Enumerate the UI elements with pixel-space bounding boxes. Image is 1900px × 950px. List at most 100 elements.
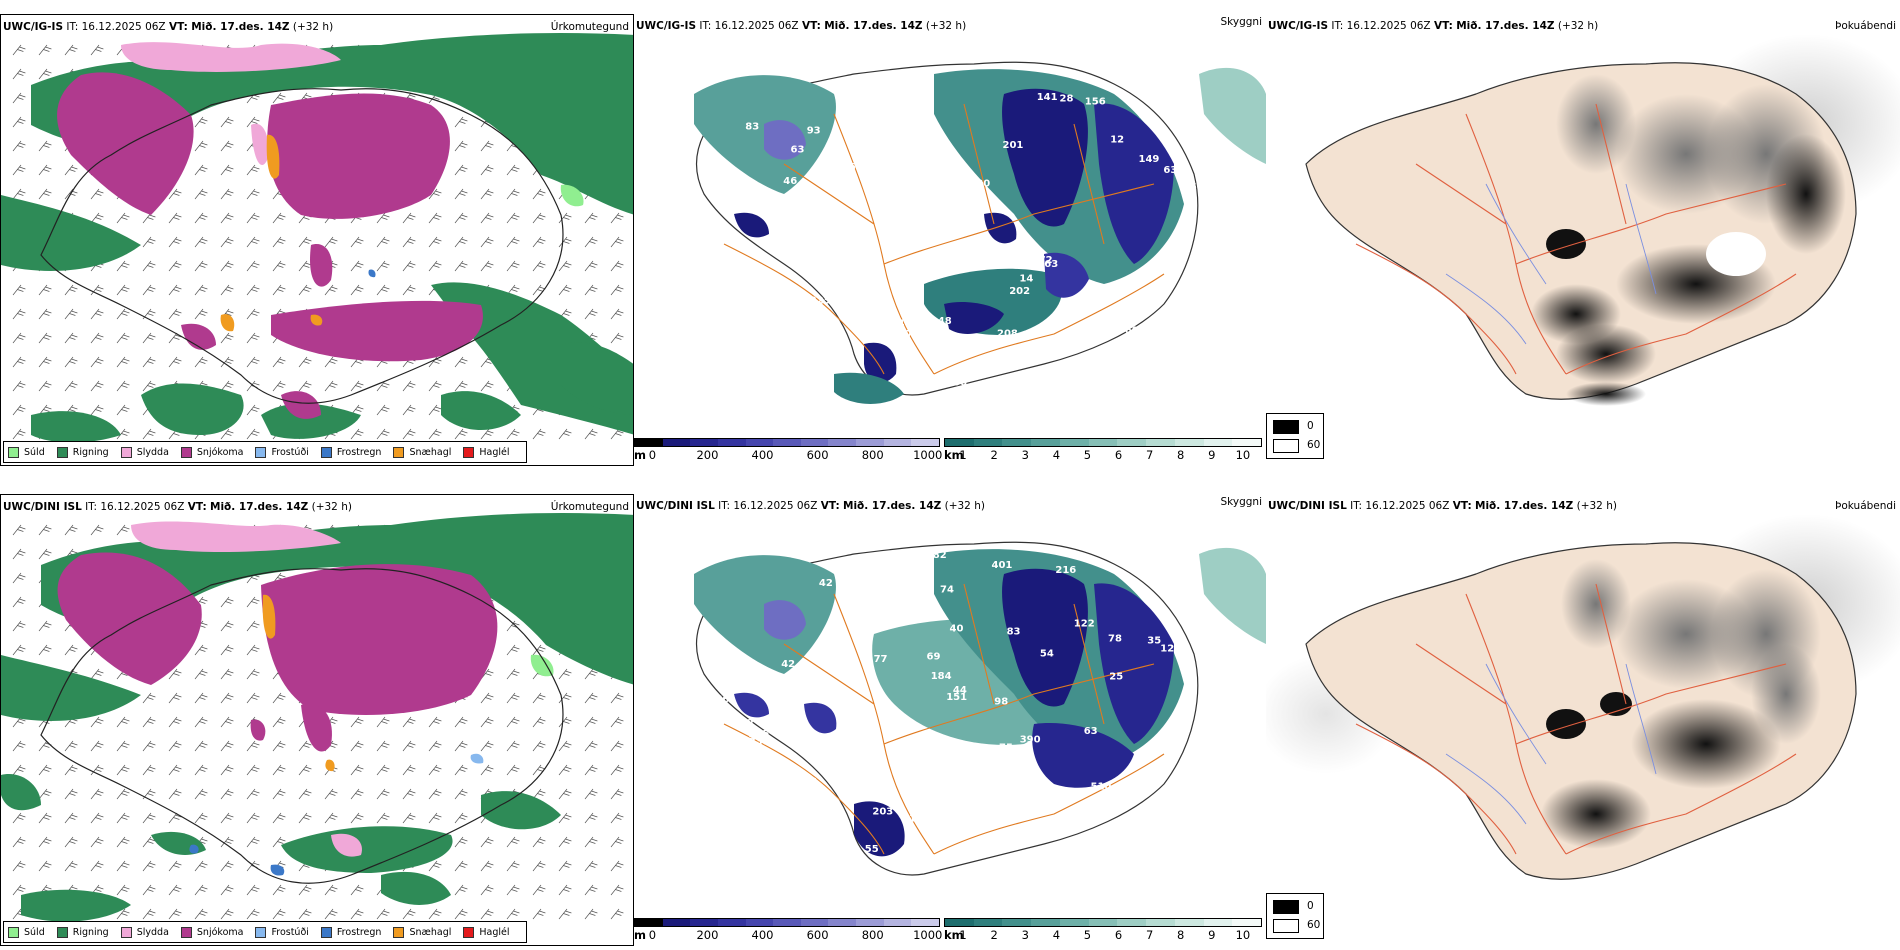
wind-barb <box>38 332 52 344</box>
visibility-value-label: 63 <box>1044 259 1058 270</box>
wind-barb <box>12 188 26 200</box>
height-colorbar-cell <box>828 439 857 446</box>
precip-legend-label: Slydda <box>136 926 169 938</box>
height-colorbar-tick: 200 <box>696 448 719 462</box>
height-colorbar-cell <box>690 919 718 926</box>
visibility-value-label: 93 <box>807 126 821 137</box>
wind-barb <box>298 236 312 248</box>
wind-barb <box>38 812 52 824</box>
wind-barb <box>116 764 130 776</box>
wind-barb <box>12 860 26 872</box>
wind-barb <box>610 716 624 728</box>
visibility-value-label: 25 <box>1109 672 1123 683</box>
wind-barb <box>454 884 468 896</box>
visibility-colorbar-tick: 9 <box>1208 928 1216 942</box>
wind-barb <box>38 524 52 536</box>
wind-barb <box>246 644 260 656</box>
fog-legend-swatch-60 <box>1273 919 1299 933</box>
wind-barb <box>584 668 598 680</box>
visibility-value-label: 138 <box>792 742 813 753</box>
wind-barb <box>142 380 156 392</box>
wind-barb <box>220 692 234 704</box>
wind-barb <box>12 548 26 560</box>
wind-barb <box>454 140 468 152</box>
precip-legend-label: Snæhagl <box>409 926 452 938</box>
wind-barb <box>38 44 52 56</box>
visibility-value-label: 191 <box>1016 765 1037 776</box>
init-time-value: 16.12.2025 06Z <box>100 501 185 513</box>
fog-legend: 0 60 <box>1266 893 1324 939</box>
wind-barb <box>454 812 468 824</box>
valid-time-value: Mið. 17.des. 14Z <box>191 21 290 33</box>
wind-barb <box>246 596 260 608</box>
wind-barb <box>610 284 624 296</box>
height-colorbar-ticks: m 0 200 400 600 800 1000 <box>634 927 942 942</box>
wind-barb <box>610 236 624 248</box>
height-colorbar-tick: 400 <box>751 448 774 462</box>
visibility-colorbar-cell <box>973 439 1003 446</box>
panel-title: Úrkomutegund <box>550 501 629 513</box>
visibility-value-label: 235 <box>749 729 770 740</box>
valid-time-value: Mið. 17.des. 14Z <box>1456 20 1555 32</box>
wind-barb <box>220 836 234 848</box>
wind-barb <box>220 860 234 872</box>
precip-legend-label: Súld <box>24 926 45 938</box>
visibility-colorbar-cell <box>1146 919 1175 926</box>
wind-barb <box>220 908 234 920</box>
precip-legend-item: Snjókoma <box>180 926 243 938</box>
wind-barb <box>272 380 286 392</box>
init-time-label: IT: <box>1331 20 1344 32</box>
wind-barb <box>64 284 78 296</box>
visibility-value-label: 54 <box>891 318 905 329</box>
panel-title: Þokuábendi <box>1835 500 1896 512</box>
wind-barb <box>38 356 52 368</box>
wind-barb <box>116 836 130 848</box>
precip-type-panel-row1: UWC/IG-IS IT: 16.12.2025 06Z VT: Mið. 17… <box>0 14 634 466</box>
wind-barb <box>38 836 52 848</box>
fog-map <box>1305 34 1900 406</box>
wind-barb <box>298 356 312 368</box>
wind-barb <box>194 668 208 680</box>
visibility-panel-row1: UWC/IG-IS IT: 16.12.2025 06Z VT: Mið. 17… <box>634 14 1266 466</box>
wind-barb <box>246 788 260 800</box>
wind-barb <box>298 260 312 272</box>
precip-legend-label: Frostúði <box>271 926 309 938</box>
wind-barb <box>480 884 494 896</box>
wind-barb <box>116 380 130 392</box>
visibility-colorbar-cell <box>1146 439 1175 446</box>
wind-barb <box>246 188 260 200</box>
visibility-value-label: 390 <box>1020 734 1041 745</box>
wind-barb <box>90 812 104 824</box>
visibility-value-label: 100 <box>898 596 919 607</box>
wind-barb <box>376 236 390 248</box>
wind-barb <box>220 884 234 896</box>
wind-barb <box>558 812 572 824</box>
wind-barb <box>272 212 286 224</box>
wind-barb <box>272 236 286 248</box>
visibility-value-label: 75 <box>999 742 1013 753</box>
visibility-value-label: 210 <box>882 560 903 571</box>
height-colorbar-cell <box>662 439 691 446</box>
wind-barb <box>168 356 182 368</box>
precip-legend-item: Haglél <box>463 446 510 458</box>
visibility-value-label: 510 <box>1091 782 1112 793</box>
visibility-value-label: 25 <box>1183 182 1197 193</box>
wind-barb <box>90 188 104 200</box>
visibility-value-label: 282 <box>926 550 947 561</box>
wind-barb <box>12 356 26 368</box>
wind-barb <box>584 260 598 272</box>
height-colorbar-cell <box>773 439 801 446</box>
precip-legend-item: Súld <box>8 926 45 938</box>
wind-barb <box>506 860 520 872</box>
visibility-value-label: 401 <box>992 560 1013 571</box>
height-colorbar-cell <box>856 919 884 926</box>
wind-barb <box>116 908 130 920</box>
precip-legend-label: Snjókoma <box>196 446 244 458</box>
precip-areas <box>1 513 633 922</box>
visibility-value-label: 85 <box>1172 99 1186 110</box>
wind-barb <box>376 404 390 416</box>
wind-barb <box>12 644 26 656</box>
wind-barb <box>584 740 598 752</box>
init-time-label: IT: <box>1350 500 1363 512</box>
visibility-colorbar-tick: 6 <box>1114 928 1123 942</box>
